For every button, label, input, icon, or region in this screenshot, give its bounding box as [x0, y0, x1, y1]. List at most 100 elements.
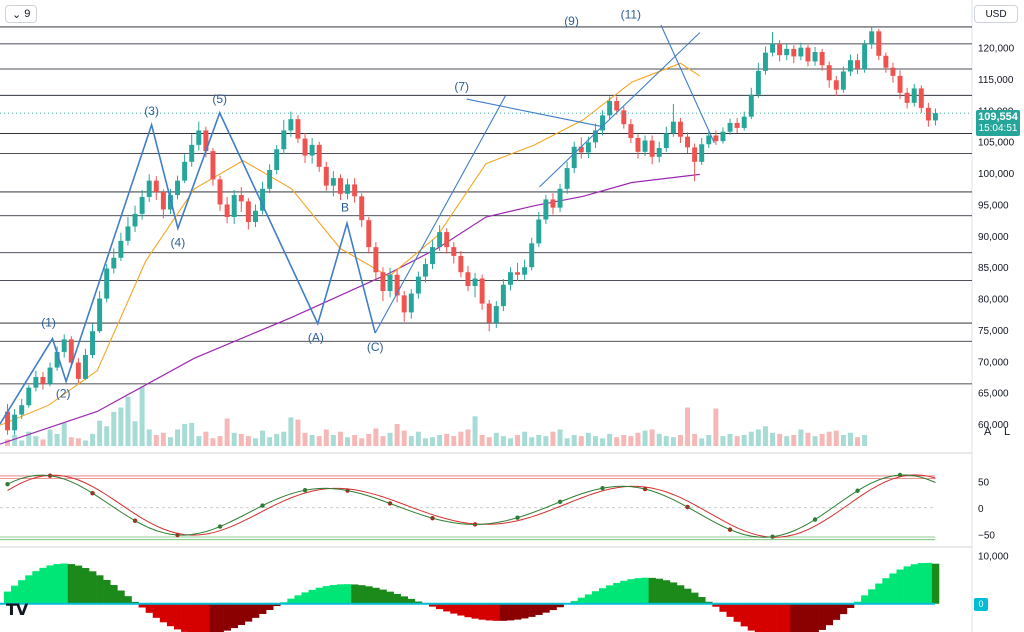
volume-bar [394, 424, 400, 446]
histogram-bar [783, 603, 791, 632]
volume-bar [345, 437, 351, 446]
histogram-bar [436, 603, 444, 610]
volume-bar [323, 429, 329, 446]
candle-body [486, 303, 492, 323]
histogram-bar [924, 562, 933, 604]
candle-body [635, 137, 641, 152]
volume-bar [182, 424, 188, 446]
candle-body [295, 119, 301, 139]
histogram-bar [648, 577, 656, 604]
candle-body [493, 306, 499, 323]
volume-bar [727, 433, 733, 446]
candle-body [330, 178, 336, 186]
price-tick-label: 105,000 [978, 138, 1015, 149]
volume-bar [706, 435, 712, 446]
histogram-bar [124, 596, 132, 604]
histogram-bar [542, 603, 550, 613]
volume-bar [97, 420, 103, 446]
candle-body [366, 220, 372, 248]
histogram-bar [499, 603, 508, 621]
histogram-bar [556, 603, 564, 608]
histogram-bar [662, 580, 671, 604]
volume-bar [621, 435, 627, 446]
volume-bar [231, 432, 237, 446]
candle-body [600, 115, 606, 131]
trendline [374, 95, 506, 334]
candle-body [203, 130, 209, 152]
candle-body [932, 113, 938, 121]
volume-bar [47, 429, 53, 446]
histogram-bar [223, 603, 231, 631]
volume-bar [770, 432, 776, 446]
volume-bar [302, 432, 308, 446]
volume-bar [245, 436, 251, 446]
candle-body [281, 130, 287, 150]
candle-body [479, 278, 485, 304]
log-scale-button[interactable]: L [1004, 426, 1011, 438]
auto-scale-button[interactable]: A [984, 426, 992, 438]
histogram-bar [634, 578, 642, 604]
trendline [660, 24, 715, 144]
candle-body [507, 272, 513, 285]
candle-body [160, 191, 166, 210]
price-tick-label: 75,000 [978, 326, 1009, 337]
candle-body [798, 47, 804, 57]
candle-body [252, 210, 258, 223]
histogram-bar [839, 603, 848, 615]
volume-bar [557, 429, 563, 446]
candle-body [437, 232, 443, 248]
histogram-bar [719, 603, 727, 612]
volume-bar [366, 433, 372, 446]
volume-bar [805, 432, 811, 446]
histogram-bar [429, 603, 437, 607]
histogram-bar [669, 582, 678, 604]
histogram-bar [46, 565, 54, 604]
volume-bar [359, 438, 365, 446]
candle-body [876, 31, 882, 56]
candle-body [578, 146, 584, 153]
volume-bar [720, 436, 726, 446]
volume-bar [139, 386, 145, 446]
timeframe-button[interactable]: ⌄ 9 [5, 5, 38, 23]
candle-body [288, 119, 294, 131]
histogram-bar [606, 585, 614, 604]
histogram-bar [39, 567, 47, 604]
wave-label: B [341, 200, 349, 214]
volume-bar [125, 396, 131, 446]
histogram-bar [188, 603, 196, 632]
candle-body [415, 276, 421, 294]
histogram-bar [521, 603, 529, 619]
volume-bar [472, 416, 478, 446]
volume-bar [798, 429, 804, 446]
histogram-bar [372, 587, 380, 604]
volume-bar [217, 436, 223, 446]
candle-body [68, 339, 74, 363]
histogram-bar [854, 601, 862, 604]
histogram-bar [414, 601, 423, 604]
volume-bar [203, 431, 209, 446]
histogram-bar [400, 596, 409, 604]
histogram-bar [67, 564, 76, 604]
volume-bar [33, 436, 39, 446]
candle-body [692, 147, 698, 162]
volume-bar [600, 438, 606, 446]
histogram-bar [294, 595, 302, 604]
volume-bar [734, 436, 740, 446]
candle-body [883, 55, 889, 68]
candle-body [826, 65, 832, 81]
histogram-bar [761, 603, 770, 632]
candle-body [762, 52, 768, 71]
currency-button[interactable]: USD [974, 5, 1018, 23]
candle-body [352, 184, 358, 197]
histogram-bar [471, 603, 479, 619]
volume-bar [189, 422, 195, 446]
candle-body [387, 274, 393, 292]
candle-body [904, 92, 910, 103]
candle-body [444, 232, 450, 248]
candle-body [47, 367, 53, 384]
candle-body [75, 362, 81, 379]
volume-bar [5, 439, 11, 446]
volume-bar [812, 436, 818, 446]
volume-bar [444, 433, 450, 446]
